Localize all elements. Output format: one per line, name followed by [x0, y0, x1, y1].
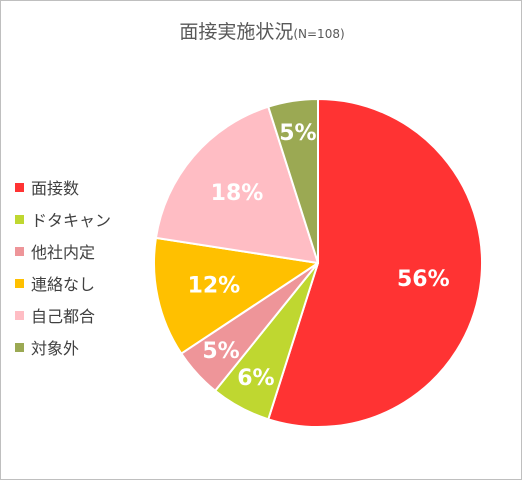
chart-title-text: 面接実施状況	[179, 21, 294, 43]
legend-item: 他社内定	[15, 235, 111, 267]
legend-item: 対象外	[15, 331, 111, 363]
legend-label: 他社内定	[31, 243, 96, 262]
slice-label: 6%	[237, 366, 274, 391]
pie-slice	[267, 98, 319, 264]
legend-swatch	[15, 182, 24, 192]
legend-label: 連絡なし	[31, 275, 96, 294]
slice-label: 56%	[397, 267, 450, 292]
legend-item: 連絡なし	[15, 267, 111, 299]
legend-item: ドタキャン	[15, 203, 111, 235]
legend-label: 面接数	[31, 179, 80, 198]
legend-swatch	[15, 342, 24, 352]
legend-label: 対象外	[31, 339, 80, 358]
legend-label: 自己都合	[31, 307, 96, 326]
legend-swatch	[15, 278, 24, 288]
legend: 面接数 ドタキャン 他社内定 連絡なし 自己都合 対象外	[15, 171, 111, 363]
slice-label: 18%	[211, 181, 264, 206]
legend-label: ドタキャン	[31, 211, 112, 230]
slice-label: 5%	[279, 121, 316, 146]
slice-label: 12%	[188, 273, 241, 298]
slice-label: 5%	[202, 339, 239, 364]
chart-subtitle: (N=108)	[293, 27, 345, 41]
pie-slice	[153, 236, 319, 355]
legend-swatch	[15, 246, 24, 256]
legend-swatch	[15, 214, 24, 224]
legend-item: 面接数	[15, 171, 111, 203]
legend-item: 自己都合	[15, 299, 111, 331]
chart-title: 面接実施状況(N=108)	[1, 17, 522, 44]
pie-slice	[267, 98, 483, 428]
pie-slice	[154, 105, 319, 264]
legend-swatch	[15, 310, 24, 320]
